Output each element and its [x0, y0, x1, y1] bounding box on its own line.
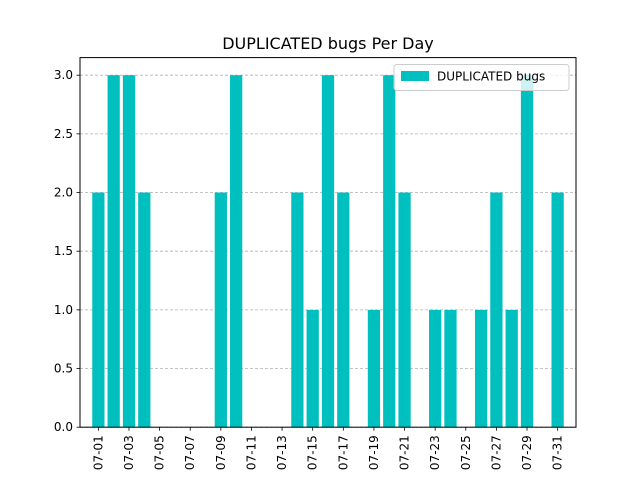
x-tick-label: 07-07: [183, 435, 197, 470]
bars: [92, 75, 564, 428]
x-tick-label: 07-17: [336, 435, 350, 470]
chart-title: DUPLICATED bugs Per Day: [222, 34, 434, 53]
bar-07-17: [337, 192, 350, 428]
x-tick-label: 07-23: [428, 435, 442, 470]
legend-swatch: [401, 71, 429, 81]
y-tick-label: 2.5: [54, 127, 73, 141]
bar-07-16: [321, 75, 335, 428]
bar-07-10: [230, 75, 243, 428]
bar-07-02: [107, 75, 120, 428]
y-tick-label: 1.0: [54, 303, 73, 317]
y-tick-label: 3.0: [54, 68, 73, 82]
y-tick-label: 0.5: [54, 362, 73, 376]
bar-07-27: [490, 192, 503, 428]
legend: DUPLICATED bugs: [393, 64, 570, 91]
bar-07-24: [444, 309, 457, 428]
bar-07-15: [306, 309, 319, 428]
legend-box: [393, 64, 570, 91]
y-tick-label: 2.0: [54, 186, 73, 200]
legend-label: DUPLICATED bugs: [437, 70, 545, 84]
bar-07-28: [505, 309, 518, 428]
bar-07-01: [92, 192, 105, 428]
bar-07-26: [474, 309, 488, 428]
x-tick-label: 07-19: [367, 435, 381, 470]
bar-07-04: [138, 192, 151, 428]
bar-07-21: [398, 192, 411, 428]
x-tick-label: 07-01: [91, 435, 105, 470]
x-tick-label: 07-25: [459, 435, 473, 470]
bar-07-29: [520, 75, 534, 428]
x-tick-label: 07-13: [275, 435, 289, 470]
x-tick-label: 07-31: [551, 435, 565, 470]
y-tick-label: 1.5: [54, 244, 73, 258]
bar-07-09: [214, 192, 227, 428]
y-axis: 0.0 0.5 1.0 1.5 2.0 2.5 3.0: [54, 68, 80, 434]
x-tick-label: 07-21: [398, 435, 412, 470]
x-tick-label: 07-29: [520, 435, 534, 470]
y-tick-label: 0.0: [54, 420, 73, 434]
x-tick-label: 07-27: [489, 435, 503, 470]
bar-07-20: [383, 75, 396, 428]
bar-07-14: [291, 192, 304, 428]
bar-07-31: [551, 192, 564, 428]
x-axis: 07-01 07-03 07-05 07-07 07-09 07-11 07-13 07-15…: [91, 427, 565, 470]
bar-07-03: [122, 75, 136, 428]
bar-07-23: [429, 309, 442, 428]
bar-07-19: [367, 309, 381, 428]
x-tick-label: 07-09: [214, 435, 228, 470]
plot-frame: [79, 57, 577, 428]
x-tick-label: 07-03: [122, 435, 136, 470]
x-tick-label: 07-15: [306, 435, 320, 470]
x-tick-label: 07-05: [153, 435, 167, 470]
x-tick-label: 07-11: [244, 435, 258, 470]
